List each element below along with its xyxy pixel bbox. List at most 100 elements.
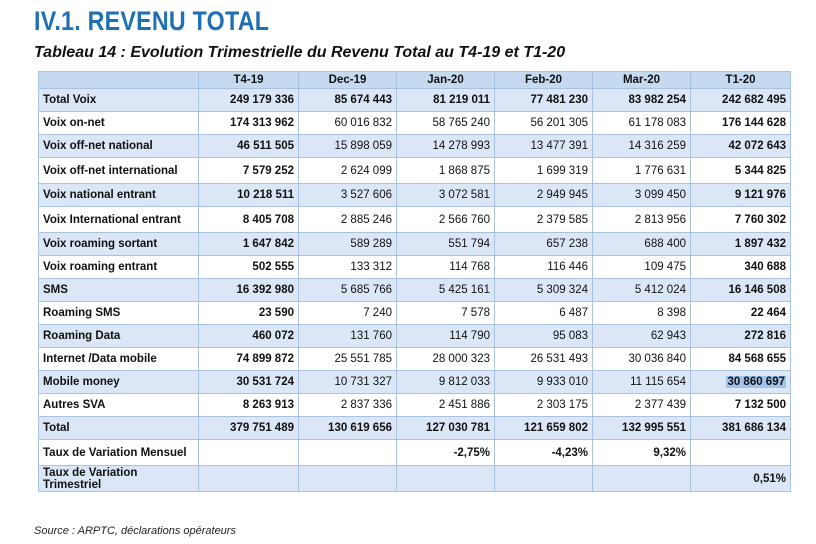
row-label: Taux de Variation Trimestriel bbox=[38, 465, 199, 492]
cell-value bbox=[494, 465, 593, 492]
cell-value: 28 000 323 bbox=[396, 347, 495, 371]
row-label: Mobile money bbox=[38, 370, 199, 394]
cell-value: 9,32% bbox=[592, 439, 691, 466]
cell-value: 1 699 319 bbox=[494, 157, 593, 184]
cell-value: 109 475 bbox=[592, 255, 691, 279]
cell-value: 30 531 724 bbox=[198, 370, 299, 394]
cell-value: 114 768 bbox=[396, 255, 495, 279]
row-label: Voix on-net bbox=[38, 111, 199, 135]
cell-value: 116 446 bbox=[494, 255, 593, 279]
cell-value: 657 238 bbox=[494, 232, 593, 256]
cell-value: 688 400 bbox=[592, 232, 691, 256]
cell-value: 2 451 886 bbox=[396, 393, 495, 417]
table-row: Internet /Data mobile 74 899 872 25 551 … bbox=[38, 347, 791, 371]
cell-value: 2 624 099 bbox=[298, 157, 397, 184]
highlighted-value: 30 860 697 bbox=[726, 376, 786, 388]
cell-value: 272 816 bbox=[690, 324, 791, 348]
cell-value: 2 949 945 bbox=[494, 183, 593, 207]
row-label: Total bbox=[38, 416, 199, 440]
cell-value: 7 578 bbox=[396, 301, 495, 325]
cell-value: 9 121 976 bbox=[690, 183, 791, 207]
cell-value: 1 647 842 bbox=[198, 232, 299, 256]
cell-value: 2 566 760 bbox=[396, 206, 495, 233]
cell-value: 11 115 654 bbox=[592, 370, 691, 394]
cell-value bbox=[396, 465, 495, 492]
table-row: Taux de Variation Mensuel -2,75% -4,23% … bbox=[38, 439, 791, 466]
cell-value: 2 813 956 bbox=[592, 206, 691, 233]
cell-value: 1 897 432 bbox=[690, 232, 791, 256]
header-cell-jan-20: Jan-20 bbox=[396, 71, 495, 89]
cell-value: 14 278 993 bbox=[396, 134, 495, 158]
cell-value: -2,75% bbox=[396, 439, 495, 466]
cell-value: 3 072 581 bbox=[396, 183, 495, 207]
row-label: Voix national entrant bbox=[38, 183, 199, 207]
cell-value: 133 312 bbox=[298, 255, 397, 279]
cell-value: 5 685 766 bbox=[298, 278, 397, 302]
table-row: Total Voix 249 179 336 85 674 443 81 219… bbox=[38, 88, 791, 112]
cell-value: 26 531 493 bbox=[494, 347, 593, 371]
header-cell-t4-19: T4-19 bbox=[198, 71, 299, 89]
cell-value: 7 760 302 bbox=[690, 206, 791, 233]
cell-value: 551 794 bbox=[396, 232, 495, 256]
cell-value: 25 551 785 bbox=[298, 347, 397, 371]
cell-value: 77 481 230 bbox=[494, 88, 593, 112]
cell-value: 16 146 508 bbox=[690, 278, 791, 302]
cell-value: 60 016 832 bbox=[298, 111, 397, 135]
cell-value: 61 178 083 bbox=[592, 111, 691, 135]
header-cell-blank bbox=[38, 71, 199, 89]
row-label: Total Voix bbox=[38, 88, 199, 112]
row-label: Roaming SMS bbox=[38, 301, 199, 325]
table-row: Autres SVA 8 263 913 2 837 336 2 451 886… bbox=[38, 393, 791, 417]
cell-value: 23 590 bbox=[198, 301, 299, 325]
source-note: Source : ARPTC, déclarations opérateurs bbox=[34, 525, 236, 537]
cell-value: 95 083 bbox=[494, 324, 593, 348]
cell-value: 2 303 175 bbox=[494, 393, 593, 417]
cell-value: 249 179 336 bbox=[198, 88, 299, 112]
row-label: SMS bbox=[38, 278, 199, 302]
row-label: Voix International entrant bbox=[38, 206, 199, 233]
table-row: Voix roaming entrant 502 555 133 312 114… bbox=[38, 255, 791, 279]
row-label: Voix roaming sortant bbox=[38, 232, 199, 256]
cell-value: 10 218 511 bbox=[198, 183, 299, 207]
cell-value: 62 943 bbox=[592, 324, 691, 348]
cell-value: 42 072 643 bbox=[690, 134, 791, 158]
cell-value: 8 405 708 bbox=[198, 206, 299, 233]
table-row: Voix roaming sortant 1 647 842 589 289 5… bbox=[38, 232, 791, 256]
cell-value: 3 527 606 bbox=[298, 183, 397, 207]
cell-value: 83 982 254 bbox=[592, 88, 691, 112]
cell-value bbox=[592, 465, 691, 492]
cell-value: 3 099 450 bbox=[592, 183, 691, 207]
table-row: Voix off-net national 46 511 505 15 898 … bbox=[38, 134, 791, 158]
cell-value: 8 398 bbox=[592, 301, 691, 325]
cell-value: 2 377 439 bbox=[592, 393, 691, 417]
cell-value: 30 860 697 bbox=[690, 370, 791, 394]
cell-value: 5 344 825 bbox=[690, 157, 791, 184]
cell-value: 130 619 656 bbox=[298, 416, 397, 440]
table-header-row: T4-19 Dec-19 Jan-20 Feb-20 Mar-20 T1-20 bbox=[38, 71, 791, 89]
table-row: Roaming Data 460 072 131 760 114 790 95 … bbox=[38, 324, 791, 348]
cell-value: 2 885 246 bbox=[298, 206, 397, 233]
table-row: Voix International entrant 8 405 708 2 8… bbox=[38, 206, 791, 233]
table-row: Voix national entrant 10 218 511 3 527 6… bbox=[38, 183, 791, 207]
revenue-table: T4-19 Dec-19 Jan-20 Feb-20 Mar-20 T1-20 … bbox=[38, 71, 791, 492]
cell-value: -4,23% bbox=[494, 439, 593, 466]
cell-value: 7 579 252 bbox=[198, 157, 299, 184]
cell-value: 589 289 bbox=[298, 232, 397, 256]
header-cell-feb-20: Feb-20 bbox=[494, 71, 593, 89]
cell-value: 1 776 631 bbox=[592, 157, 691, 184]
table-row: Roaming SMS 23 590 7 240 7 578 6 487 8 3… bbox=[38, 301, 791, 325]
cell-value: 16 392 980 bbox=[198, 278, 299, 302]
cell-value bbox=[298, 465, 397, 492]
cell-value: 46 511 505 bbox=[198, 134, 299, 158]
cell-value: 9 933 010 bbox=[494, 370, 593, 394]
cell-value bbox=[198, 465, 299, 492]
cell-value: 56 201 305 bbox=[494, 111, 593, 135]
cell-value: 22 464 bbox=[690, 301, 791, 325]
cell-value bbox=[198, 439, 299, 466]
cell-value: 13 477 391 bbox=[494, 134, 593, 158]
cell-value: 8 263 913 bbox=[198, 393, 299, 417]
cell-value: 502 555 bbox=[198, 255, 299, 279]
cell-value: 81 219 011 bbox=[396, 88, 495, 112]
cell-value: 1 868 875 bbox=[396, 157, 495, 184]
cell-value: 6 487 bbox=[494, 301, 593, 325]
